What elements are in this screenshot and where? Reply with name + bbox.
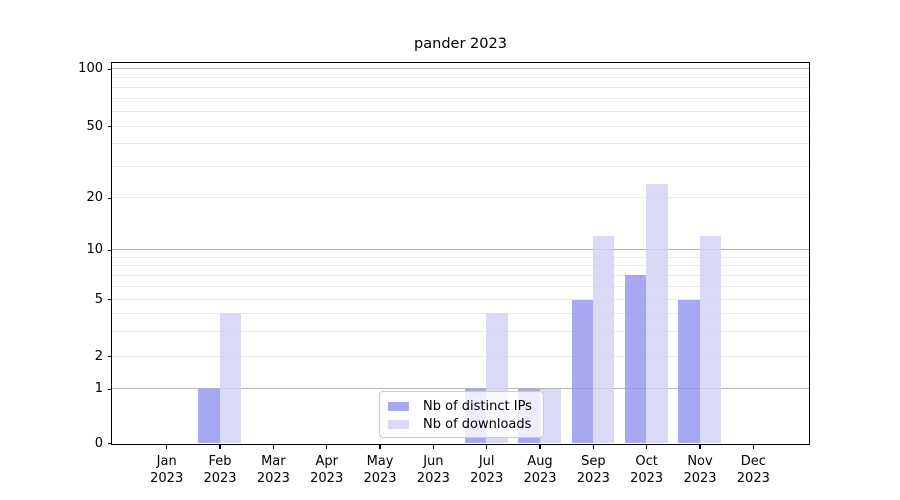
y-tick-5 bbox=[107, 299, 111, 301]
y-tick-1 bbox=[107, 388, 111, 390]
x-tick-nov bbox=[699, 445, 701, 449]
bar-distinct-ips-sep bbox=[571, 299, 594, 444]
y-tick-label-5: 5 bbox=[94, 291, 103, 307]
x-tick-year-jul: 2023 bbox=[470, 471, 504, 486]
bar-distinct-ips-oct bbox=[625, 275, 647, 444]
legend-swatch-downloads bbox=[388, 419, 409, 429]
x-tick-label-sep: Sep 2023 bbox=[565, 453, 621, 487]
gridline-minor-60 bbox=[112, 110, 809, 112]
gridline-minor-7 bbox=[112, 274, 809, 276]
gridline-minor-9 bbox=[112, 256, 809, 258]
y-tick-label-1: 1 bbox=[94, 381, 103, 397]
bar-downloads-feb bbox=[219, 313, 242, 444]
x-tick-sep bbox=[592, 445, 594, 449]
x-tick-may bbox=[379, 445, 381, 449]
x-tick-label-nov: Nov 2023 bbox=[672, 453, 728, 487]
x-tick-year-jan: 2023 bbox=[150, 471, 184, 486]
y-tick-0 bbox=[107, 443, 111, 445]
y-tick-label-2: 2 bbox=[94, 348, 103, 364]
gridline-minor-40 bbox=[112, 143, 809, 145]
x-tick-year-nov: 2023 bbox=[683, 471, 717, 486]
bar-downloads-oct bbox=[646, 183, 668, 444]
bar-downloads-aug bbox=[539, 388, 561, 444]
x-tick-jun bbox=[432, 445, 434, 449]
gridline-minor-90 bbox=[112, 77, 809, 79]
y-tick-label-50: 50 bbox=[86, 118, 103, 134]
x-tick-year-aug: 2023 bbox=[523, 471, 557, 486]
legend-item-distinct-ips: Nb of distinct IPs bbox=[388, 397, 535, 415]
gridline-major-10 bbox=[112, 249, 809, 251]
x-tick-label-jan: Jan 2023 bbox=[139, 453, 195, 487]
y-tick-label-100: 100 bbox=[78, 61, 103, 77]
chart-title: pander 2023 bbox=[414, 36, 507, 52]
plot-area bbox=[111, 62, 810, 445]
x-tick-year-apr: 2023 bbox=[310, 471, 344, 486]
gridline-minor-50 bbox=[112, 125, 809, 127]
y-tick-50 bbox=[107, 126, 111, 128]
gridline-major-1 bbox=[112, 388, 809, 390]
x-tick-label-dec: Dec 2023 bbox=[725, 453, 781, 487]
legend-label-distinct-ips: Nb of distinct IPs bbox=[423, 398, 532, 414]
x-tick-year-feb: 2023 bbox=[203, 471, 237, 486]
bar-distinct-ips-nov bbox=[678, 299, 700, 444]
x-tick-mar bbox=[272, 445, 274, 449]
x-tick-label-feb: Feb 2023 bbox=[192, 453, 248, 487]
x-tick-label-may: May 2023 bbox=[352, 453, 408, 487]
bar-distinct-ips-feb bbox=[198, 388, 220, 444]
gridline-minor-8 bbox=[112, 265, 809, 267]
plot-inner bbox=[112, 63, 809, 444]
gridline-minor-5 bbox=[112, 299, 809, 301]
gridline-minor-3 bbox=[112, 330, 809, 332]
gridline-minor-20 bbox=[112, 197, 809, 199]
y-tick-2 bbox=[107, 356, 111, 358]
gridline-minor-6 bbox=[112, 286, 809, 288]
gridline-minor-30 bbox=[112, 165, 809, 167]
y-tick-10 bbox=[107, 249, 111, 251]
gridline-minor-2 bbox=[112, 355, 809, 357]
gridline-minor-4 bbox=[112, 312, 809, 314]
y-tick-label-10: 10 bbox=[86, 242, 103, 258]
x-tick-label-apr: Apr 2023 bbox=[299, 453, 355, 487]
x-tick-label-mar: Mar 2023 bbox=[245, 453, 301, 487]
x-tick-label-jul: Jul 2023 bbox=[459, 453, 515, 487]
x-tick-feb bbox=[219, 445, 221, 449]
y-tick-label-20: 20 bbox=[86, 190, 103, 206]
gridline-minor-80 bbox=[112, 86, 809, 88]
x-tick-year-dec: 2023 bbox=[736, 471, 770, 486]
y-tick-20 bbox=[107, 197, 111, 199]
x-tick-year-may: 2023 bbox=[363, 471, 397, 486]
x-tick-jan bbox=[166, 445, 168, 449]
gridline-major-100 bbox=[112, 68, 809, 70]
x-tick-label-oct: Oct 2023 bbox=[619, 453, 675, 487]
x-tick-label-aug: Aug 2023 bbox=[512, 453, 568, 487]
x-tick-label-jun: Jun 2023 bbox=[405, 453, 461, 487]
legend: Nb of distinct IPs Nb of downloads bbox=[379, 391, 544, 438]
x-tick-year-jun: 2023 bbox=[416, 471, 450, 486]
legend-swatch-distinct-ips bbox=[388, 401, 409, 411]
x-tick-aug bbox=[539, 445, 541, 449]
x-tick-dec bbox=[752, 445, 754, 449]
x-tick-apr bbox=[326, 445, 328, 449]
y-tick-label-0: 0 bbox=[94, 435, 103, 451]
legend-label-downloads: Nb of downloads bbox=[423, 416, 532, 432]
x-tick-year-sep: 2023 bbox=[576, 471, 610, 486]
x-tick-year-oct: 2023 bbox=[630, 471, 664, 486]
y-tick-100 bbox=[107, 68, 111, 70]
legend-item-downloads: Nb of downloads bbox=[388, 415, 535, 433]
x-tick-jul bbox=[486, 445, 488, 449]
bar-downloads-sep bbox=[593, 236, 615, 444]
bar-downloads-nov bbox=[699, 236, 721, 444]
x-tick-oct bbox=[646, 445, 648, 449]
x-tick-year-mar: 2023 bbox=[256, 471, 290, 486]
gridline-minor-70 bbox=[112, 97, 809, 99]
